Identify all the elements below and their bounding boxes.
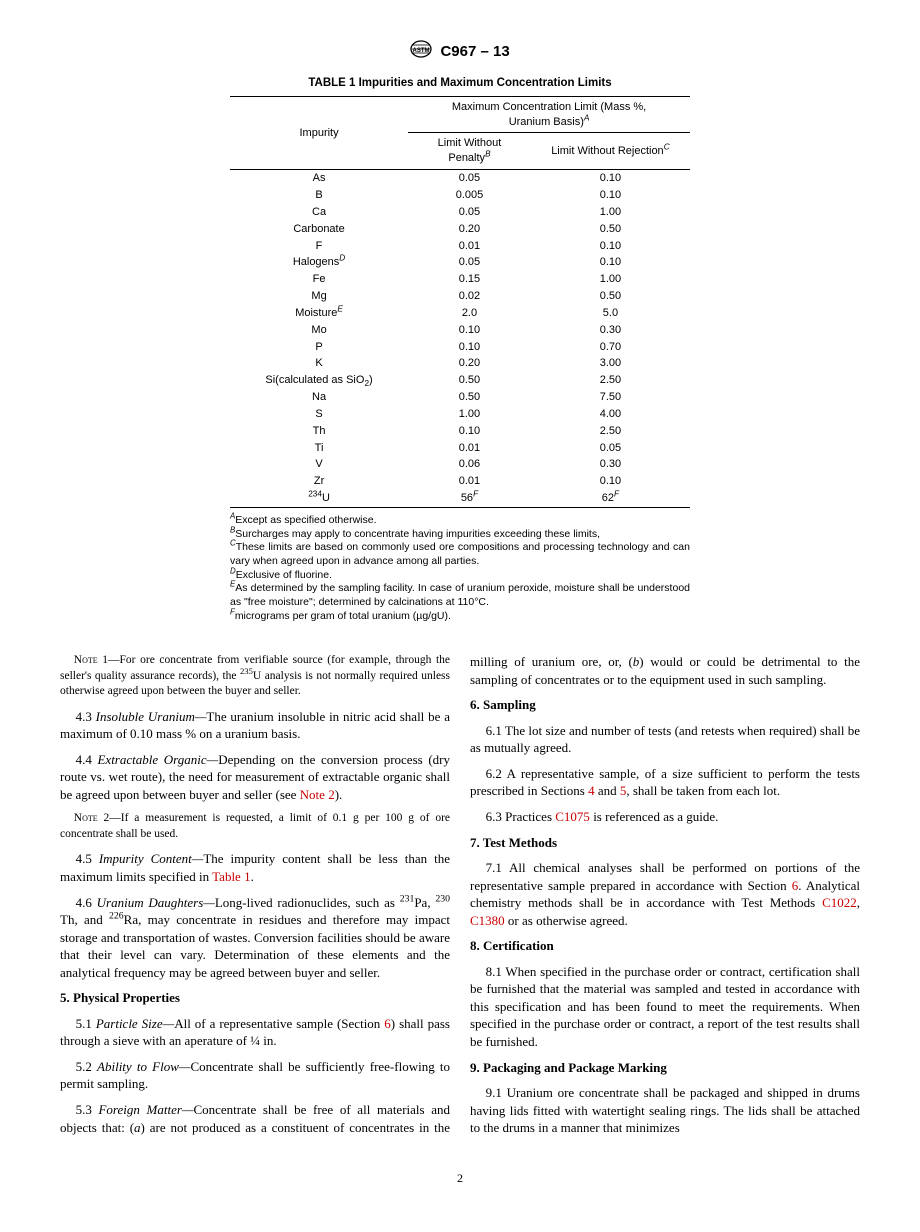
col-impurity: Impurity	[230, 96, 408, 169]
table-title: TABLE 1 Impurities and Maximum Concentra…	[60, 76, 860, 92]
table-row: 234U56F62F	[230, 490, 690, 507]
ref-note2[interactable]: Note 2	[300, 787, 335, 802]
para-4-4: 4.4 Extractable Organic—Depending on the…	[60, 751, 450, 804]
table-row: P0.100.70	[230, 339, 690, 356]
heading-9: 9. Packaging and Package Marking	[470, 1059, 860, 1077]
note-1: Note 1—For ore concentrate from verifiab…	[60, 653, 450, 700]
doc-header: ASTM C967 – 13	[60, 40, 860, 64]
table-row: Zr0.010.10	[230, 473, 690, 490]
heading-7: 7. Test Methods	[470, 834, 860, 852]
table-row: Carbonate0.200.50	[230, 221, 690, 238]
ref-c1380[interactable]: C1380	[470, 913, 505, 928]
heading-6: 6. Sampling	[470, 696, 860, 714]
para-8-1: 8.1 When specified in the purchase order…	[470, 963, 860, 1051]
col-rejection: Limit Without RejectionC	[531, 133, 690, 170]
table-row: V0.060.30	[230, 456, 690, 473]
para-7-1: 7.1 All chemical analyses shall be perfo…	[470, 859, 860, 929]
body-columns: Note 1—For ore concentrate from verifiab…	[60, 653, 860, 1140]
table-row: Ti0.010.05	[230, 440, 690, 457]
table-row: B0.0050.10	[230, 187, 690, 204]
note-2: Note 2—If a measurement is requested, a …	[60, 811, 450, 842]
para-5-1: 5.1 Particle Size—All of a representativ…	[60, 1015, 450, 1050]
table-row: Mo0.100.30	[230, 322, 690, 339]
table-row: MoistureE2.05.0	[230, 305, 690, 322]
para-6-2: 6.2 A representative sample, of a size s…	[470, 765, 860, 800]
ref-table1[interactable]: Table 1	[212, 869, 250, 884]
ref-c1022[interactable]: C1022	[822, 895, 857, 910]
para-5-2: 5.2 Ability to Flow—Concentrate shall be…	[60, 1058, 450, 1093]
table-row: Fe0.151.00	[230, 271, 690, 288]
table-row: Th0.102.50	[230, 423, 690, 440]
doc-id: C967 – 13	[440, 43, 509, 60]
table-row: As0.050.10	[230, 170, 690, 187]
ref-c1075[interactable]: C1075	[555, 809, 590, 824]
para-4-5: 4.5 Impurity Content—The impurity conten…	[60, 850, 450, 885]
page-number: 2	[60, 1170, 860, 1186]
para-9-1: 9.1 Uranium ore concentrate shall be pac…	[470, 1084, 860, 1137]
table-row: K0.203.00	[230, 355, 690, 372]
table-row: Si(calculated as SiO2)0.502.50	[230, 372, 690, 389]
para-6-1: 6.1 The lot size and number of tests (an…	[470, 722, 860, 757]
heading-5: 5. Physical Properties	[60, 989, 450, 1007]
svg-text:ASTM: ASTM	[413, 48, 430, 54]
heading-8: 8. Certification	[470, 937, 860, 955]
col-span-header: Maximum Concentration Limit (Mass %, Ura…	[408, 96, 690, 133]
table-row: F0.010.10	[230, 238, 690, 255]
para-4-6: 4.6 Uranium Daughters—Long-lived radionu…	[60, 894, 450, 982]
table-row: S1.004.00	[230, 406, 690, 423]
impurity-table: Impurity Maximum Concentration Limit (Ma…	[230, 96, 690, 508]
para-4-3: 4.3 Insoluble Uranium—The uranium insolu…	[60, 708, 450, 743]
col-penalty: Limit Without PenaltyB	[408, 133, 531, 170]
para-6-3: 6.3 Practices C1075 is referenced as a g…	[470, 808, 860, 826]
table-row: Ca0.051.00	[230, 204, 690, 221]
table-footnotes: AExcept as specified otherwise. BSurchar…	[230, 514, 690, 623]
table-row: Mg0.020.50	[230, 288, 690, 305]
table-row: HalogensD0.050.10	[230, 254, 690, 271]
astm-logo-icon: ASTM	[410, 40, 432, 64]
table-row: Na0.507.50	[230, 389, 690, 406]
